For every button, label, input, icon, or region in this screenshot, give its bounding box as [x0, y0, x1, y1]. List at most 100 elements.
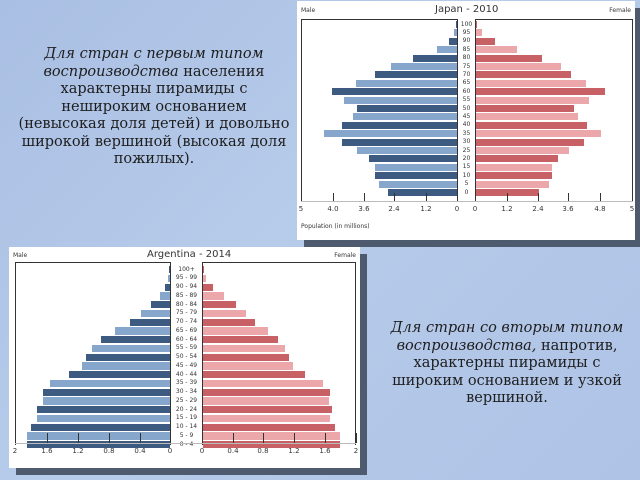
age-group-label: 80	[462, 54, 471, 62]
caption-second-type-text: напротив, характерны пирамиды с широким …	[392, 337, 622, 407]
female-bar	[203, 266, 204, 274]
x-tick-label: 3.6	[562, 205, 574, 213]
female-bar	[203, 371, 306, 379]
male-bar	[159, 292, 170, 300]
age-group-label: 50	[462, 104, 471, 112]
age-group-label: 65 - 69	[175, 326, 198, 334]
x-tick	[632, 193, 633, 201]
age-group-label: 40 - 44	[175, 370, 198, 378]
age-group-label: 75	[462, 62, 471, 70]
age-group-label: 55	[462, 96, 471, 104]
caption-second-type-italic: Для стран со вторым типом воспроизводств…	[390, 320, 624, 354]
male-bar	[81, 362, 170, 370]
male-bar	[42, 388, 170, 396]
x-tick-label: 5	[298, 205, 304, 213]
age-group-label: 50 - 54	[175, 353, 198, 360]
x-tick	[507, 193, 508, 201]
age-group-label: 15	[462, 163, 471, 171]
age-group-label: 85 - 89	[175, 291, 198, 299]
x-tick-label: 2	[12, 447, 18, 455]
female-bar	[203, 292, 224, 300]
x-tick-label: 0.8	[257, 447, 269, 455]
female-bar	[476, 189, 539, 196]
x-tick	[15, 433, 16, 443]
female-bar	[203, 397, 330, 405]
female-bar	[476, 79, 586, 87]
male-bar	[454, 29, 457, 37]
female-bar	[203, 274, 207, 283]
x-tick-label: 5	[629, 205, 635, 213]
male-bar	[129, 318, 170, 326]
argentina-female-label: Female	[334, 252, 356, 259]
x-tick-label: 4.0	[327, 205, 339, 213]
male-bar	[391, 63, 457, 70]
age-group-label: 0	[464, 188, 469, 196]
x-tick	[109, 433, 110, 443]
female-bar	[476, 105, 574, 112]
male-bar	[49, 379, 170, 388]
male-bar	[375, 163, 457, 171]
female-bar	[203, 336, 279, 344]
x-tick	[301, 193, 302, 201]
male-bar	[36, 406, 170, 414]
age-group-label: 25	[462, 146, 471, 154]
x-tick-label: 0.4	[134, 447, 146, 455]
female-bar	[203, 388, 331, 396]
x-tick-label: 1.2	[72, 447, 84, 455]
female-bar	[476, 155, 558, 163]
japan-x-axis-label: Population (in millions)	[301, 223, 370, 230]
x-tick-label: 2	[353, 447, 359, 455]
age-group-label: 70	[462, 70, 471, 78]
male-bar	[356, 147, 457, 154]
age-group-label: 30	[462, 138, 471, 146]
age-group-label: 10 - 14	[175, 423, 198, 430]
age-group-label: 95 - 99	[175, 274, 198, 282]
female-bar	[476, 88, 605, 96]
female-bar	[476, 29, 482, 37]
x-tick-label: 2.4	[388, 205, 400, 213]
male-bar	[352, 113, 457, 121]
female-bar	[476, 163, 553, 171]
male-bar	[26, 441, 170, 449]
male-bar	[375, 71, 457, 79]
x-tick-label: 1.2	[288, 447, 300, 455]
male-bar	[42, 397, 170, 405]
male-bar	[388, 189, 457, 196]
right-plot-box	[202, 262, 356, 445]
male-bar	[436, 46, 457, 54]
female-bar	[476, 46, 518, 54]
age-group-label: 40	[462, 121, 471, 129]
japan-female-label: Female	[609, 7, 631, 14]
female-bar	[203, 353, 290, 361]
female-bar	[476, 113, 578, 121]
male-bar	[114, 327, 170, 335]
x-tick	[202, 433, 203, 443]
age-group-label: 35 - 39	[175, 379, 198, 387]
age-group-label: 10	[462, 171, 471, 179]
male-bar	[31, 423, 170, 431]
male-bar	[356, 79, 457, 87]
x-tick-label: 3.6	[358, 205, 370, 213]
female-bar	[476, 54, 542, 62]
age-group-label: 45 - 49	[175, 361, 198, 369]
x-tick	[325, 433, 326, 443]
x-tick-label: 0	[167, 447, 173, 455]
female-bar	[476, 147, 569, 154]
male-bar	[86, 353, 170, 361]
x-tick-label: 0.8	[103, 447, 115, 455]
male-bar	[36, 414, 170, 423]
caption-first-type-text: населения характерны пирамиды с неширoки…	[18, 63, 290, 168]
age-group-label: 35	[462, 129, 471, 137]
x-tick	[457, 193, 458, 201]
x-tick-label: 0.4	[227, 447, 239, 455]
male-bar	[368, 155, 457, 163]
age-group-label: 90 - 94	[175, 283, 198, 290]
x-tick-label: 0	[472, 205, 478, 213]
age-group-label: 100+	[178, 265, 195, 273]
age-group-label: 45	[462, 112, 471, 120]
age-group-label: 55 - 59	[175, 344, 198, 352]
female-bar	[476, 21, 478, 28]
x-tick-label: 1.6	[41, 447, 53, 455]
female-bar	[203, 283, 214, 291]
argentina-chart-title: Argentina - 2014	[147, 249, 232, 260]
